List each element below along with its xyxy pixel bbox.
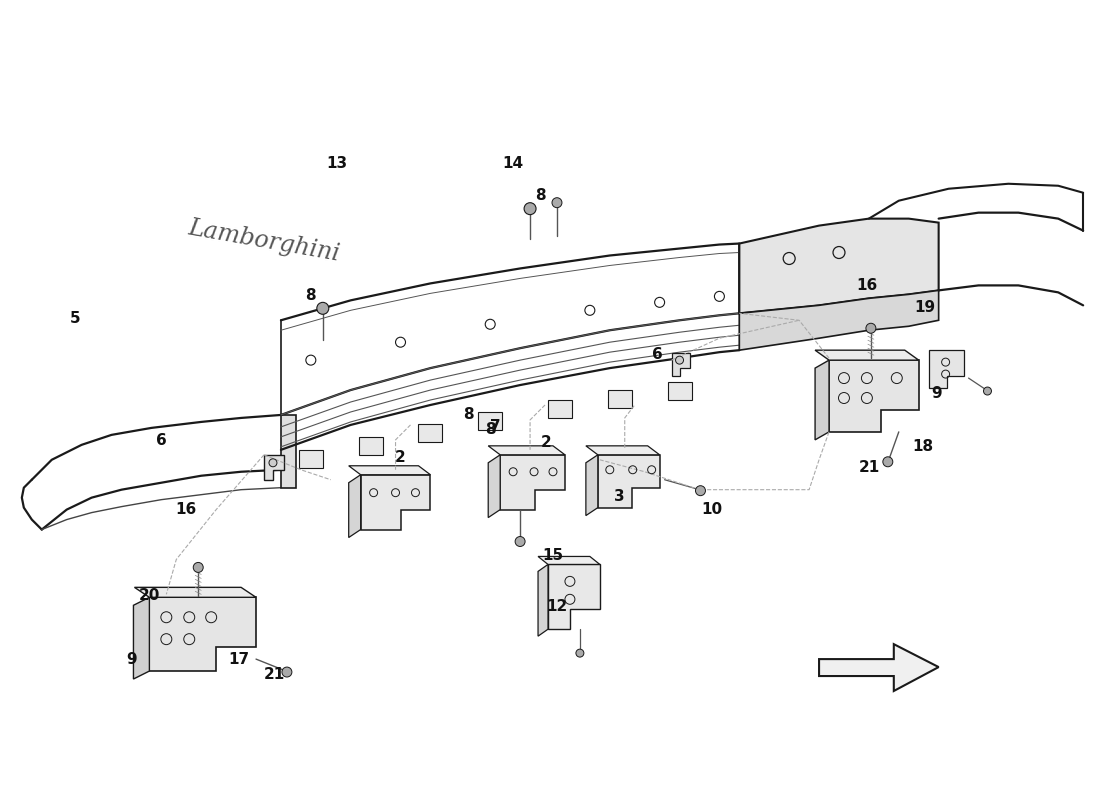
Polygon shape bbox=[672, 353, 690, 376]
Text: 12: 12 bbox=[547, 598, 568, 614]
Text: 8: 8 bbox=[306, 288, 316, 303]
Polygon shape bbox=[349, 466, 430, 474]
Polygon shape bbox=[280, 415, 296, 488]
Text: 5: 5 bbox=[69, 310, 80, 326]
Polygon shape bbox=[608, 390, 631, 408]
Polygon shape bbox=[359, 437, 383, 455]
Text: 3: 3 bbox=[615, 489, 625, 504]
Text: 9: 9 bbox=[126, 651, 136, 666]
Polygon shape bbox=[548, 400, 572, 418]
Circle shape bbox=[883, 457, 893, 466]
Polygon shape bbox=[150, 598, 256, 671]
Text: 9: 9 bbox=[932, 386, 942, 401]
Polygon shape bbox=[349, 474, 361, 538]
Polygon shape bbox=[928, 350, 964, 388]
Polygon shape bbox=[739, 290, 938, 350]
Text: 21: 21 bbox=[263, 666, 285, 682]
Text: 8: 8 bbox=[463, 407, 474, 422]
Polygon shape bbox=[488, 455, 501, 518]
Text: 10: 10 bbox=[701, 502, 722, 517]
Polygon shape bbox=[133, 598, 150, 679]
Circle shape bbox=[695, 486, 705, 496]
Text: 7: 7 bbox=[490, 419, 500, 434]
Circle shape bbox=[194, 562, 204, 572]
Text: 18: 18 bbox=[912, 439, 933, 454]
Text: 8: 8 bbox=[485, 422, 495, 438]
Circle shape bbox=[515, 537, 525, 546]
Polygon shape bbox=[538, 557, 600, 565]
Polygon shape bbox=[418, 424, 442, 442]
Polygon shape bbox=[361, 474, 430, 530]
Text: 17: 17 bbox=[229, 651, 250, 666]
Polygon shape bbox=[597, 455, 660, 508]
Polygon shape bbox=[478, 412, 503, 430]
Polygon shape bbox=[500, 455, 565, 510]
Polygon shape bbox=[586, 455, 597, 515]
Polygon shape bbox=[586, 446, 660, 455]
Text: 2: 2 bbox=[395, 450, 406, 466]
Text: 13: 13 bbox=[327, 156, 348, 171]
Circle shape bbox=[552, 198, 562, 208]
Polygon shape bbox=[668, 382, 692, 400]
Text: 20: 20 bbox=[139, 588, 161, 603]
Text: 2: 2 bbox=[540, 435, 551, 450]
Text: 14: 14 bbox=[503, 156, 524, 171]
Circle shape bbox=[317, 302, 329, 314]
Polygon shape bbox=[815, 350, 918, 360]
Text: 6: 6 bbox=[652, 346, 663, 362]
Circle shape bbox=[675, 356, 683, 364]
Text: Lamborghini: Lamborghini bbox=[186, 216, 341, 266]
Circle shape bbox=[983, 387, 991, 395]
Text: 8: 8 bbox=[535, 188, 546, 203]
Text: 19: 19 bbox=[914, 300, 935, 315]
Polygon shape bbox=[739, 218, 938, 314]
Circle shape bbox=[282, 667, 292, 677]
Text: 6: 6 bbox=[156, 434, 167, 448]
Polygon shape bbox=[815, 360, 829, 440]
Polygon shape bbox=[264, 455, 284, 480]
Polygon shape bbox=[488, 446, 565, 455]
Text: 21: 21 bbox=[858, 460, 880, 475]
Polygon shape bbox=[134, 587, 256, 598]
Polygon shape bbox=[299, 450, 322, 468]
Circle shape bbox=[270, 458, 277, 466]
Polygon shape bbox=[829, 360, 918, 432]
Text: 16: 16 bbox=[856, 278, 878, 293]
Circle shape bbox=[576, 649, 584, 657]
Circle shape bbox=[524, 202, 536, 214]
Polygon shape bbox=[548, 565, 600, 630]
Polygon shape bbox=[820, 644, 938, 691]
Text: 15: 15 bbox=[542, 548, 563, 563]
Circle shape bbox=[866, 323, 876, 334]
Text: 16: 16 bbox=[176, 502, 197, 517]
Polygon shape bbox=[538, 565, 548, 636]
